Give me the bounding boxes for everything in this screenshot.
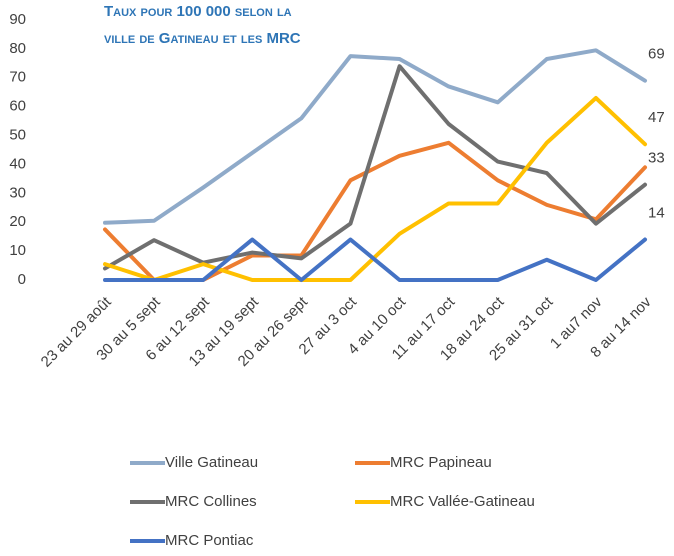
y-tick-label: 60 [9, 98, 26, 115]
y-tick-label: 50 [9, 127, 26, 144]
y-tick-label: 40 [9, 155, 26, 172]
series-line [103, 64, 647, 271]
series-line [103, 48, 647, 225]
legend-label: MRC Vallée-Gatineau [390, 493, 535, 510]
data-label: 69 [648, 46, 665, 63]
y-tick-label: 0 [18, 271, 26, 288]
legend-label: MRC Collines [165, 493, 257, 510]
y-tick-label: 70 [9, 69, 26, 86]
data-label: 47 [648, 109, 665, 126]
series-line [103, 237, 647, 282]
data-label: 14 [648, 205, 665, 222]
legend-label: MRC Papineau [390, 454, 492, 471]
legend-label: Ville Gatineau [165, 454, 258, 471]
y-tick-label: 30 [9, 184, 26, 201]
series-line [103, 96, 647, 282]
legend-label: MRC Pontiac [165, 532, 254, 549]
data-label: 33 [648, 150, 665, 167]
y-tick-label: 90 [9, 11, 26, 28]
y-tick-label: 20 [9, 213, 26, 230]
chart-title: ville de Gatineau et les MRC [104, 30, 301, 47]
chart-title: Taux pour 100 000 selon la [104, 3, 292, 20]
y-tick-label: 10 [9, 242, 26, 259]
y-tick-label: 80 [9, 40, 26, 57]
